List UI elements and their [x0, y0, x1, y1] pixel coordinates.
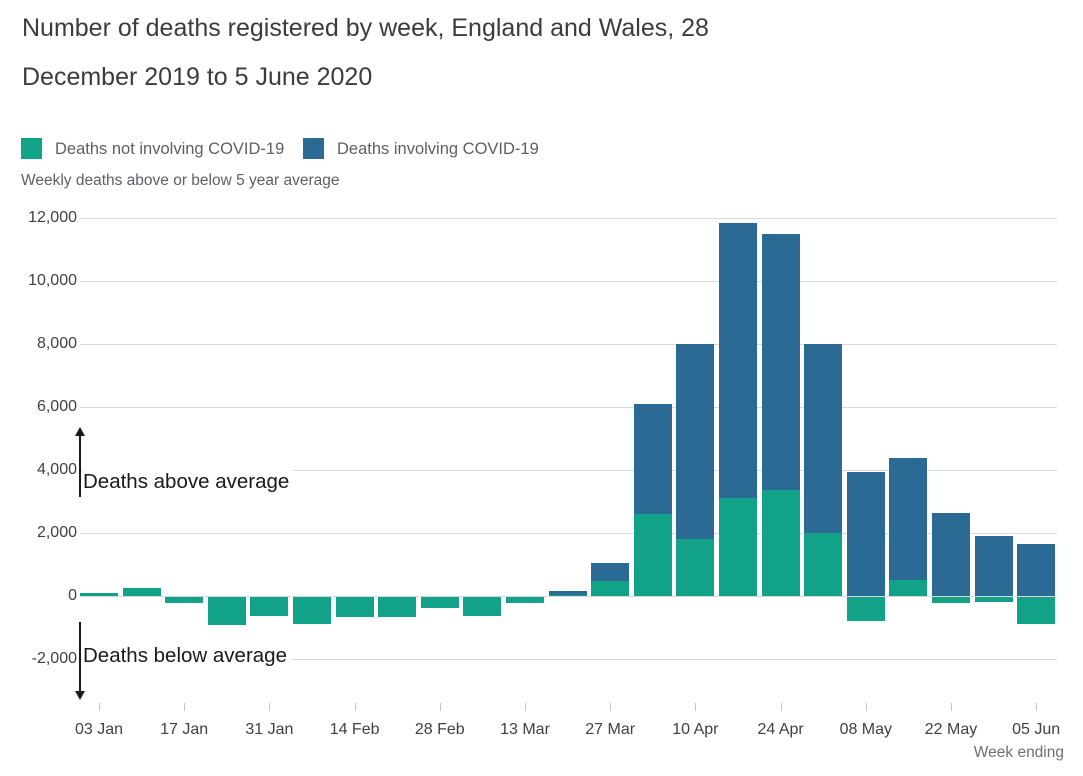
y-tick-label: 8,000 [36, 335, 77, 352]
bar-17-jan-non-covid [165, 597, 204, 604]
x-tick-label: 28 Feb [414, 721, 465, 738]
above-average-arrow-line [79, 434, 81, 497]
x-tick-label: 17 Jan [160, 721, 209, 738]
bar-24-jan-non-covid [207, 597, 246, 626]
legend: Deaths not involving COVID-19 Deaths inv… [0, 138, 1083, 162]
bar-08-may-covid [846, 471, 885, 596]
x-tick [610, 703, 612, 711]
x-tick-label: 14 Feb [329, 721, 380, 738]
x-tick-label: 10 Apr [672, 721, 719, 738]
below-average-arrow-line [79, 622, 81, 692]
gridline-6000 [80, 407, 1057, 408]
arrow-up-icon [75, 427, 85, 436]
arrow-down-icon [75, 691, 85, 700]
bar-01-may-covid [804, 344, 843, 533]
legend-swatch-non-covid [21, 138, 42, 159]
x-tick [1036, 703, 1038, 711]
x-tick [951, 703, 952, 711]
bar-06-mar-non-covid [463, 597, 502, 616]
annotation-deaths-above-average: Deaths above average [83, 470, 294, 494]
bar-05-jun-covid [1017, 544, 1056, 596]
bar-21-feb-non-covid [378, 597, 417, 618]
bar-27-mar-covid [591, 562, 630, 581]
x-tick-label: 24 Apr [757, 721, 804, 738]
x-tick [525, 703, 526, 711]
bar-01-may-non-covid [804, 533, 843, 596]
x-tick-label: 13 Mar [500, 721, 550, 738]
y-tick-label: 12,000 [28, 209, 77, 226]
gridline--2000 [80, 659, 1057, 660]
bar-29-may-non-covid [974, 597, 1013, 602]
bar-03-apr-covid [633, 403, 672, 515]
x-tick-label: 27 Mar [585, 721, 636, 738]
bar-08-may-non-covid [846, 597, 885, 621]
bar-15-may-covid [889, 458, 928, 581]
gridline-10000 [80, 281, 1057, 282]
y-tick-label: 4,000 [36, 461, 77, 478]
gridline-4000 [80, 470, 1057, 471]
bar-03-apr-non-covid [633, 514, 672, 596]
bar-10-jan-non-covid [122, 588, 161, 596]
x-tick-label: 31 Jan [245, 721, 294, 738]
x-tick-label: 08 May [839, 721, 893, 738]
y-tick-label: 2,000 [36, 524, 77, 541]
x-axis-title: Week ending [973, 744, 1064, 761]
bar-03-jan-non-covid [80, 592, 118, 596]
y-axis-title: Weekly deaths above or below 5 year aver… [21, 172, 340, 189]
legend-swatch-covid [303, 138, 324, 159]
gridline-8000 [80, 344, 1057, 345]
x-tick-label: 22 May [924, 721, 978, 738]
bar-24-apr-covid [761, 233, 800, 491]
x-tick [354, 703, 356, 711]
bar-17-apr-covid [719, 222, 757, 499]
x-tick [269, 703, 271, 711]
x-tick [99, 703, 100, 711]
x-tick-label: 03 Jan [74, 721, 124, 738]
bar-31-jan-non-covid [250, 597, 289, 616]
x-tick [865, 703, 867, 711]
y-tick-label: 0 [68, 587, 77, 604]
bar-17-apr-non-covid [719, 498, 757, 596]
gridline-0 [80, 596, 1057, 597]
bar-05-jun-non-covid [1017, 597, 1056, 624]
legend-label-covid: Deaths involving COVID-19 [337, 140, 539, 158]
gridline-2000 [80, 533, 1057, 534]
gridline-12000 [80, 218, 1057, 219]
x-tick [780, 703, 782, 711]
annotation-deaths-below-average: Deaths below average [83, 644, 291, 668]
bar-13-mar-non-covid [506, 597, 544, 604]
bar-29-may-covid [974, 536, 1013, 596]
bar-28-feb-non-covid [420, 597, 459, 609]
x-tick-label: 05 Jun [1012, 721, 1061, 738]
y-tick-label: 6,000 [36, 398, 77, 415]
bar-22-may-covid [932, 512, 970, 596]
bar-14-feb-non-covid [335, 597, 374, 618]
x-tick [184, 703, 186, 711]
bar-22-may-non-covid [932, 597, 970, 604]
bar-07-feb-non-covid [293, 597, 331, 624]
y-tick-label: -2,000 [31, 650, 77, 667]
bar-20-mar-non-covid [548, 594, 587, 596]
y-tick-label: 10,000 [28, 272, 77, 289]
x-tick [695, 703, 697, 711]
bar-24-apr-non-covid [761, 490, 800, 596]
bar-20-mar-covid [548, 590, 587, 595]
bar-10-apr-covid [676, 344, 715, 540]
chart-title: Number of deaths registered by week, Eng… [22, 14, 709, 91]
legend-label-non-covid: Deaths not involving COVID-19 [55, 140, 285, 158]
bar-15-may-non-covid [889, 580, 928, 596]
bar-10-apr-non-covid [676, 539, 715, 596]
x-tick [439, 703, 441, 711]
bar-27-mar-non-covid [591, 580, 630, 596]
